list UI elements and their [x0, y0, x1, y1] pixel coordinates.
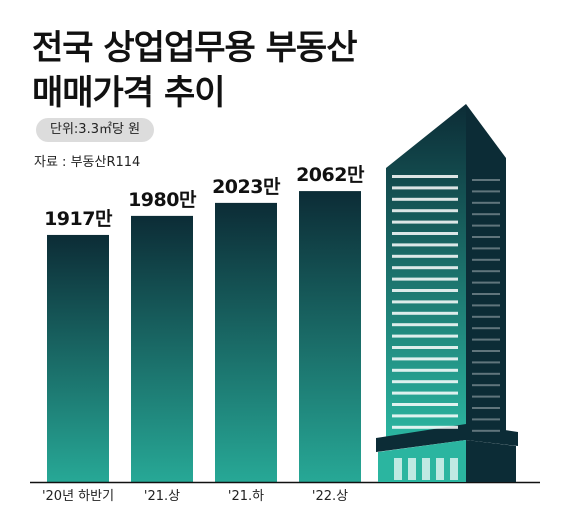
building-side-band — [472, 395, 500, 398]
building-side-band — [472, 361, 500, 364]
source-note: 자료 : 부동산R114 — [34, 155, 141, 170]
building-window-band — [392, 391, 458, 395]
building-side-band — [472, 179, 500, 181]
bar-1 — [47, 234, 109, 482]
unit-badge: 단위:3.3㎡당 원 — [36, 118, 155, 142]
building-window-band — [392, 357, 458, 361]
category-label-2: '21.상 — [144, 489, 180, 504]
building-window-band — [392, 266, 458, 270]
building-side-band — [472, 281, 500, 284]
category-label-4: '22.상 — [312, 489, 348, 504]
building-side-band — [472, 270, 500, 273]
data-label-1: 1917만 — [44, 208, 113, 230]
building-side-band — [472, 429, 500, 432]
building-side-band — [472, 327, 500, 330]
building-window-band — [392, 368, 458, 372]
building-side-band — [472, 190, 500, 193]
building-side-band — [472, 293, 500, 295]
building-window-band — [392, 254, 458, 258]
bars-group: 1917만 '20년 하반기 1980만 '21.상 2023만 '21.하 2062만 '2… — [30, 164, 540, 504]
building-window-band — [392, 186, 458, 190]
building-side-band — [472, 350, 500, 352]
building-podium-roof — [376, 424, 518, 452]
chart-title-line2: 매매가격 추이 — [32, 73, 226, 113]
building-side-band — [472, 201, 500, 204]
building-window-band — [392, 425, 458, 429]
bar-2 — [131, 215, 193, 482]
building-window-band — [392, 323, 458, 327]
building-window-band — [392, 209, 458, 213]
building-window-band — [392, 175, 458, 178]
building-door — [450, 458, 458, 480]
building-side-band — [472, 304, 500, 307]
building-side-band — [472, 224, 500, 227]
chart-title: 전국 상업업무용 부동산 매매가격 추이 — [32, 26, 357, 116]
building-side-band — [472, 236, 500, 238]
building-window-band — [392, 334, 458, 338]
building-side-band — [472, 247, 500, 250]
building-window-band — [392, 277, 458, 281]
building-window-band — [392, 243, 458, 247]
building-window-band — [392, 300, 458, 304]
chart-title-line1: 전국 상업업무용 부동산 — [32, 28, 357, 68]
data-label-3: 2023만 — [212, 176, 281, 198]
building-side-band — [472, 338, 500, 341]
building-illustration — [376, 104, 518, 482]
bar-3 — [215, 202, 277, 482]
building-window-band — [392, 232, 458, 235]
building-podium-side — [466, 440, 516, 482]
category-label-3: '21.하 — [228, 489, 264, 504]
building-side-band — [472, 407, 500, 409]
building-side-band — [472, 315, 500, 318]
building-side-band — [472, 384, 500, 387]
building-side-band — [472, 258, 500, 261]
building-side-band — [472, 213, 500, 216]
building-side-band — [472, 372, 500, 375]
building-door — [436, 458, 444, 480]
building-window-band — [392, 289, 458, 292]
building-window-band — [392, 414, 458, 418]
category-label-1: '20년 하반기 — [42, 489, 114, 504]
data-label-4: 2062만 — [296, 164, 365, 186]
building-door — [422, 458, 430, 480]
building-door — [408, 458, 416, 480]
building-window-band — [392, 380, 458, 384]
building-right-face — [466, 104, 506, 438]
building-window-band — [392, 197, 458, 201]
data-label-2: 1980만 — [128, 189, 197, 211]
building-side-band — [472, 418, 500, 421]
building-door — [394, 458, 402, 480]
building-window-band — [392, 311, 458, 315]
bar-4 — [299, 191, 361, 483]
building-left-face — [386, 104, 466, 438]
building-window-band — [392, 220, 458, 224]
building-window-band — [392, 403, 458, 406]
building-window-band — [392, 346, 458, 349]
